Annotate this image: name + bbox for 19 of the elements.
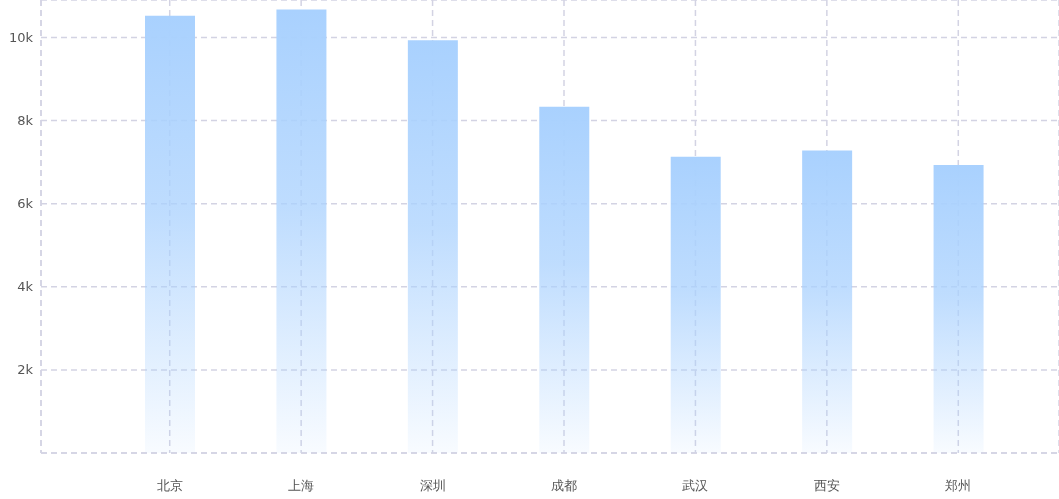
x-tick-label: 深圳 xyxy=(419,478,446,494)
bar xyxy=(539,106,590,453)
y-tick-label: 10k xyxy=(8,30,34,46)
bar xyxy=(145,15,195,453)
bar xyxy=(276,9,327,453)
x-tick-label: 西安 xyxy=(813,478,840,494)
y-tick-label: 8k xyxy=(17,113,34,129)
bar xyxy=(670,156,721,453)
x-tick-label: 武汉 xyxy=(682,478,709,494)
bar xyxy=(407,40,458,453)
bar xyxy=(933,164,984,453)
y-tick-label: 6k xyxy=(17,196,34,212)
x-tick-label: 成都 xyxy=(551,478,577,494)
x-tick-label: 上海 xyxy=(288,478,315,494)
x-tick-label: 郑州 xyxy=(945,478,972,494)
y-tick-label: 4k xyxy=(17,279,34,295)
y-tick-label: 2k xyxy=(17,362,34,378)
bar xyxy=(802,150,853,453)
x-tick-label: 北京 xyxy=(156,478,183,494)
